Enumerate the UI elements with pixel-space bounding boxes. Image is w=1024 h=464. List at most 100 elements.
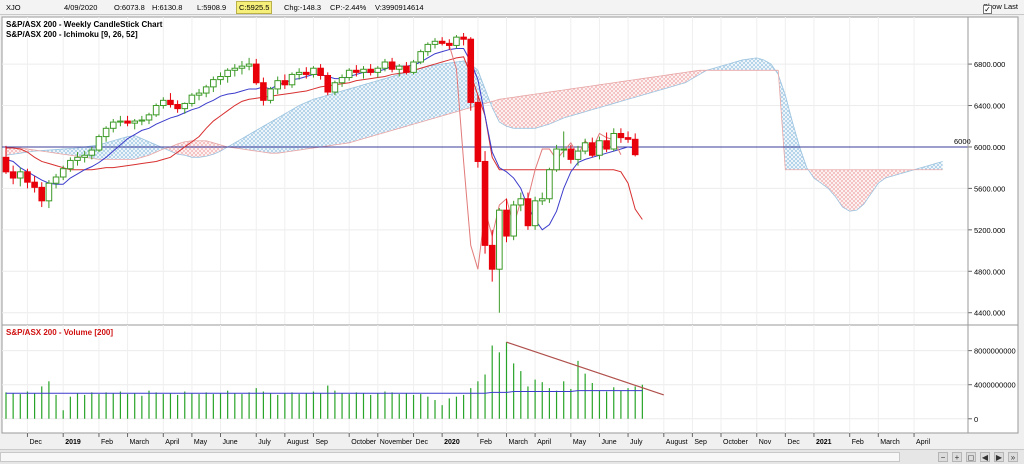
time-tick-label: Feb xyxy=(480,439,492,446)
cloud-segment xyxy=(585,85,593,112)
candle xyxy=(617,128,625,143)
candle xyxy=(224,68,231,83)
cloud-segment xyxy=(656,75,664,92)
candle-body-down xyxy=(167,99,174,105)
candle xyxy=(417,49,424,65)
candle-body-up xyxy=(138,119,146,122)
candle xyxy=(317,64,324,80)
candle-body-down xyxy=(303,71,310,75)
volume-trendline xyxy=(506,341,664,396)
zoom-in-icon[interactable]: + xyxy=(952,452,962,462)
scrollbar-thumb[interactable] xyxy=(0,452,900,462)
cloud-segment xyxy=(735,59,743,71)
candle-body-down xyxy=(38,186,46,202)
cloud-segment xyxy=(199,140,207,158)
show-last-checkbox[interactable]: ✓ xyxy=(982,5,992,14)
candle-body-up xyxy=(59,168,67,178)
time-tick-label: May xyxy=(194,439,208,446)
candle xyxy=(360,66,367,79)
candle xyxy=(202,84,210,98)
time-tick-label: April xyxy=(165,439,179,446)
candle xyxy=(31,175,38,193)
candle-body-up xyxy=(331,82,339,93)
cloud-segment xyxy=(549,91,557,125)
time-tick-label: March xyxy=(880,439,900,446)
date-label: 4/09/2020 xyxy=(64,3,98,12)
cloud-segment xyxy=(327,93,335,146)
candle xyxy=(395,64,403,77)
time-tick-label: 2019 xyxy=(65,439,81,446)
cloud-segment xyxy=(749,57,757,71)
candle xyxy=(95,134,103,153)
symbol-label: XJO xyxy=(6,3,21,12)
volume-tick-label: 4000000000 xyxy=(974,381,1016,390)
page-left-icon[interactable]: ◀ xyxy=(980,452,990,462)
cloud-segment xyxy=(678,72,686,85)
candle xyxy=(174,100,181,113)
cloud-segment xyxy=(299,102,307,151)
cloud-segment xyxy=(13,147,21,155)
cloud-segment xyxy=(342,88,350,144)
candle-body-up xyxy=(310,67,317,75)
candle-body-up xyxy=(131,120,138,124)
close-label: C:5925.5 xyxy=(236,1,273,14)
candle-body-up xyxy=(152,105,160,116)
candle xyxy=(45,180,53,209)
candle-body-down xyxy=(252,63,260,84)
price-chart-title: S&P/ASX 200 - Weekly CandleStick Chart xyxy=(6,20,163,29)
cloud-segment xyxy=(284,109,292,153)
candle xyxy=(188,93,196,107)
candle-body-up xyxy=(45,182,53,202)
candle xyxy=(581,138,589,155)
candle-body-down xyxy=(524,198,532,227)
time-axis: Dec 2019 Feb March April May June July August Sep… xyxy=(26,433,930,446)
candle xyxy=(310,66,317,78)
change-percent-label: CP:-2.44% xyxy=(330,3,367,12)
cloud-segment xyxy=(885,169,893,179)
candle-body-up xyxy=(52,176,60,184)
fit-icon[interactable]: ◻ xyxy=(966,452,976,462)
candle-body-up xyxy=(417,51,424,63)
candle-body-down xyxy=(403,65,410,73)
cloud-segment xyxy=(477,70,486,106)
candle xyxy=(217,72,224,85)
low-label: L:5908.9 xyxy=(197,3,227,12)
volume-tick-label: 0 xyxy=(974,415,978,424)
cloud-segment xyxy=(413,68,421,125)
show-last-toggle[interactable]: ✓ Show Last xyxy=(982,2,1018,14)
cloud-segment xyxy=(821,169,829,189)
candle-body-down xyxy=(474,101,482,162)
candle-body-up xyxy=(288,73,296,86)
cloud-segment xyxy=(106,140,114,160)
candle xyxy=(252,58,260,85)
candle xyxy=(152,103,160,117)
candle-body-up xyxy=(188,94,196,104)
candle-body-down xyxy=(589,142,596,156)
cloud-segment xyxy=(635,78,643,98)
cloud-segment xyxy=(377,78,385,135)
candle-body-up xyxy=(345,69,353,79)
cloud-segment xyxy=(570,87,578,116)
candle xyxy=(345,68,353,81)
cloud-segment xyxy=(442,63,450,116)
candle-body-down xyxy=(503,209,510,237)
candle-body-up xyxy=(553,148,560,171)
cloud-segment xyxy=(542,92,550,127)
candle-body-up xyxy=(245,63,253,67)
zoom-out-icon[interactable]: − xyxy=(938,452,948,462)
page-right-icon[interactable]: ▶ xyxy=(994,452,1004,462)
cloud-segment xyxy=(420,66,428,123)
cloud-segment xyxy=(220,144,228,152)
price-tick-label: 5600.000 xyxy=(974,184,1005,193)
candle xyxy=(288,72,296,88)
candle-body-up xyxy=(431,40,439,45)
cloud-segment xyxy=(306,99,314,150)
candle xyxy=(560,131,568,158)
chart-scrollbar[interactable]: − + ◻ ◀ ▶ » xyxy=(0,449,1024,464)
candle-body-up xyxy=(517,198,525,206)
cloud-segment xyxy=(642,77,650,96)
cloud-segment xyxy=(628,79,636,100)
time-tick-label: Sep xyxy=(315,439,328,446)
pan-right-icon[interactable]: » xyxy=(1008,452,1018,462)
show-last-label: Show Last xyxy=(982,2,1018,11)
